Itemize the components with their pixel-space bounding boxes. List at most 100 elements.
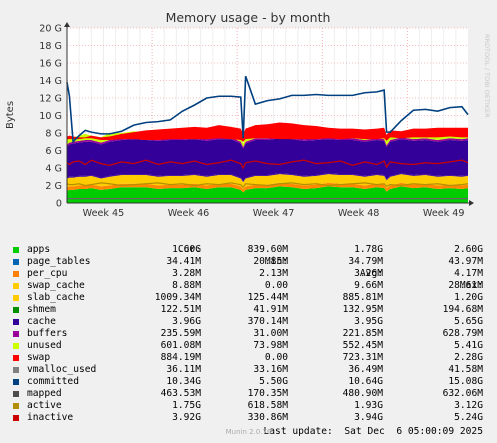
y-axis-arrow: [64, 22, 70, 27]
last-update: Last update: Sat Dec 6 05:00:09 2025: [263, 426, 484, 437]
legend-swatch: [13, 415, 19, 421]
x-tick-label: Week 47: [253, 208, 295, 219]
line-inactive: [66, 159, 469, 170]
legend-max: 1.20G: [454, 292, 483, 303]
x-axis-arrow: [469, 200, 474, 206]
legend-swatch: [13, 379, 19, 385]
legend-cur: 235.59M: [160, 328, 201, 339]
header-min: Min:: [264, 256, 288, 267]
legend-row-inactive: inactive 3.92G 330.86M 3.94G 5.24G: [0, 412, 497, 424]
area-cache: [67, 138, 468, 182]
legend-row-committed: committed 10.34G 5.50G 10.64G 15.08G: [0, 376, 497, 388]
legend-header: Cur: Min: Avg: Max:: [0, 232, 497, 291]
y-tick-label: 10 G: [39, 111, 62, 122]
legend-avg: 3.94G: [354, 412, 383, 423]
legend-min: 0.00: [264, 280, 288, 291]
legend-name: shmem: [27, 304, 56, 315]
legend-avg: 1.78G: [354, 244, 383, 255]
area-apps: [67, 186, 468, 203]
legend-avg: 10.64G: [348, 376, 383, 387]
legend-cur: 122.51M: [160, 304, 201, 315]
x-tick-labels: Week 45 Week 46 Week 47 Week 48 Week 49: [83, 208, 465, 219]
legend-avg: 36.49M: [348, 364, 383, 375]
legend-row-slab_cache: slab_cache 1009.34M 125.44M 885.81M 1.20G: [0, 292, 497, 304]
legend-rows: apps 1.60G 839.60M 1.78G 2.60G page_tables 34.…: [0, 244, 497, 424]
legend-min: 0.00: [264, 352, 288, 363]
rrdtool-watermark: RRDTOOL / TOBI OETIKER: [483, 34, 491, 118]
legend-swatch: [13, 367, 19, 373]
legend-cur: 1009.34M: [154, 292, 201, 303]
legend-cur: 1.75G: [172, 400, 201, 411]
munin-version: Munin 2.0.76: [225, 428, 272, 436]
legend-name: unused: [27, 340, 62, 351]
legend-row-page_tables: page_tables 34.41M 20.85M 34.79M 43.97M: [0, 256, 497, 268]
y-tick-label: 8 G: [45, 129, 62, 140]
area-shmem: [67, 173, 468, 182]
legend-name: per_cpu: [27, 268, 68, 279]
axes: [64, 22, 474, 206]
legend-row-vmalloc_used: vmalloc_used 36.11M 33.16M 36.49M 41.58M: [0, 364, 497, 376]
header-max: Max:: [459, 280, 483, 291]
legend-row-shmem: shmem 122.51M 41.91M 132.95M 194.68M: [0, 304, 497, 316]
legend-max: 5.41G: [454, 340, 483, 351]
legend-name: committed: [27, 376, 79, 387]
series-lines: [66, 75, 469, 200]
legend-row-cache: cache 3.96G 370.14M 3.95G 5.65G: [0, 316, 497, 328]
legend-swatch: [13, 247, 19, 253]
legend-name: inactive: [27, 412, 74, 423]
legend-min: 839.60M: [247, 244, 288, 255]
legend-cur: 10.34G: [166, 376, 201, 387]
y-tick-label: 16 G: [39, 59, 62, 70]
legend-row-active: active 1.75G 618.58M 1.93G 3.12G: [0, 400, 497, 412]
legend-swatch: [13, 259, 19, 265]
legend-max: 5.24G: [454, 412, 483, 423]
legend-avg: 1.93G: [354, 400, 383, 411]
y-tick-label: 18 G: [39, 41, 62, 52]
legend-cur: 884.19M: [160, 352, 201, 363]
y-tick-label: 0: [56, 199, 62, 210]
legend-swatch: [13, 355, 19, 361]
legend-avg: 132.95M: [342, 304, 383, 315]
legend-min: 370.14M: [247, 316, 288, 327]
legend-min: 20.85M: [253, 256, 288, 267]
legend-row-swap_cache: swap_cache 8.88M 0.00 9.66M 28.61M: [0, 280, 497, 292]
legend-row-swap: swap 884.19M 0.00 723.31M 2.28G: [0, 352, 497, 364]
legend-cur: 3.96G: [172, 316, 201, 327]
x-tick-label: Week 49: [423, 208, 465, 219]
legend-avg: 3.26M: [354, 268, 383, 279]
legend-max: 2.60G: [454, 244, 483, 255]
legend-max: 5.65G: [454, 316, 483, 327]
legend-max: 632.06M: [442, 388, 483, 399]
legend-row-per_cpu: per_cpu 3.28M 2.13M 3.26M 4.17M: [0, 268, 497, 280]
footer: Last update: Sat Dec 6 05:00:09 2025: [0, 414, 497, 437]
legend-min: 33.16M: [253, 364, 288, 375]
legend-name: swap: [27, 352, 51, 363]
legend-min: 125.44M: [247, 292, 288, 303]
legend-swatch: [13, 283, 19, 289]
y-tick-label: 4 G: [45, 164, 62, 175]
header-avg: Avg:: [359, 268, 383, 279]
area-swap: [67, 122, 468, 142]
y-tick-label: 20 G: [39, 24, 62, 35]
legend-avg: 9.66M: [354, 280, 383, 291]
legend-swatch: [13, 271, 19, 277]
legend-cur: 3.28M: [172, 268, 201, 279]
legend-row-mapped: mapped 463.53M 170.35M 480.90M 632.06M: [0, 388, 497, 400]
legend-name: swap_cache: [27, 280, 85, 291]
legend-swatch: [13, 331, 19, 337]
legend-cur: 8.88M: [172, 280, 201, 291]
legend-max: 2.28G: [454, 352, 483, 363]
legend-max: 28.61M: [448, 280, 483, 291]
legend-swatch: [13, 319, 19, 325]
legend-cur: 3.92G: [172, 412, 201, 423]
legend-min: 2.13M: [259, 268, 288, 279]
legend-min: 41.91M: [253, 304, 288, 315]
legend-avg: 3.95G: [354, 316, 383, 327]
line-committed: [66, 75, 469, 144]
y-tick-label: 6 G: [45, 146, 62, 157]
y-tick-label: 14 G: [39, 76, 62, 87]
legend: Cur: Min: Avg: Max: apps 1.60G 839.60M 1.78…: [0, 232, 497, 424]
legend-name: active: [27, 400, 62, 411]
legend-max: 194.68M: [442, 304, 483, 315]
legend-swatch: [13, 295, 19, 301]
